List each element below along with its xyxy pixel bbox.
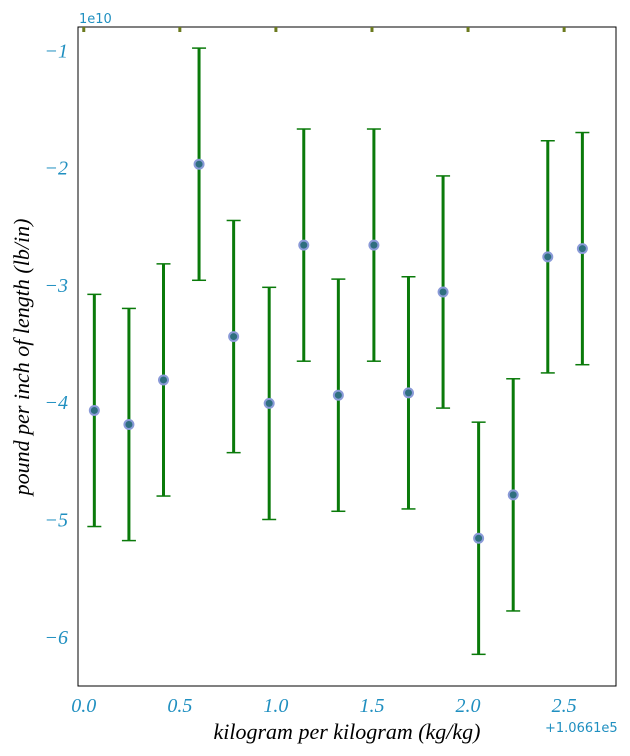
errorbar-point	[506, 378, 521, 612]
data-point	[402, 387, 414, 399]
data-point	[507, 489, 519, 501]
errorbar-point	[436, 175, 451, 409]
data-point	[123, 419, 135, 431]
errorbar-point	[262, 286, 277, 521]
data-point	[473, 532, 485, 544]
data-point	[228, 331, 240, 343]
errorbar-point	[192, 47, 207, 282]
data-point	[437, 286, 449, 298]
y-scale-label: 1e10	[79, 12, 112, 27]
top-ticks	[82, 27, 566, 32]
data-point	[332, 389, 344, 401]
plot-area	[77, 26, 617, 687]
x-offset-label: +1.0661e5	[545, 721, 618, 736]
errorbar-point	[87, 293, 102, 528]
errorbar-point	[296, 128, 311, 362]
x-tick-label: 0.0	[71, 695, 96, 717]
data-point	[193, 158, 205, 170]
y-axis-label: pound per inch of length (lb/in)	[9, 219, 34, 498]
y-tick-label: −4	[45, 392, 69, 414]
errorbar-point	[401, 276, 416, 510]
x-axis-label: kilogram per kilogram (kg/kg)	[214, 719, 481, 744]
x-tick-label: 2.0	[456, 695, 481, 717]
x-tick-label: 0.5	[167, 695, 192, 717]
data-point	[88, 404, 100, 416]
errorbar-point	[226, 219, 241, 454]
data-point	[542, 251, 554, 263]
data-point	[263, 397, 275, 409]
y-tick-label: −6	[45, 627, 69, 649]
y-tick-label: −2	[45, 158, 69, 180]
errorbar-point	[575, 131, 590, 366]
data-marks	[87, 47, 590, 656]
data-point	[158, 374, 170, 386]
errorbar-point	[331, 278, 346, 513]
y-tick-label: −3	[45, 275, 69, 297]
data-point	[368, 239, 380, 251]
x-tick-labels: 0.0 0.5 1.0 1.5 2.0 2.5	[71, 695, 576, 717]
x-tick-label: 1.5	[359, 695, 384, 717]
y-tick-label: −5	[45, 509, 69, 531]
errorbar-point	[121, 307, 136, 542]
y-tick-labels: −1 −2 −3 −4 −5 −6	[45, 40, 69, 648]
data-point	[298, 239, 310, 251]
errorbar-point	[366, 128, 381, 362]
errorbar-point	[471, 421, 486, 656]
x-tick-label: 1.0	[263, 695, 288, 717]
data-point	[576, 243, 588, 255]
x-tick-label: 2.5	[552, 695, 577, 717]
errorbar-point	[540, 139, 555, 374]
y-tick-label: −1	[45, 40, 69, 62]
errorbar-point	[156, 263, 171, 497]
